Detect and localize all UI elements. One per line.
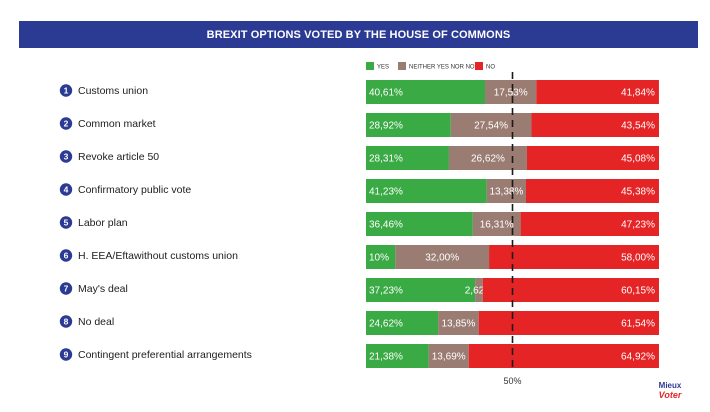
row-number: 4	[64, 185, 69, 195]
chart-title: BREXIT OPTIONS VOTED BY THE HOUSE OF COM…	[19, 21, 698, 48]
data-label: 41,23%	[369, 187, 403, 198]
logo-line2: Voter	[658, 390, 682, 400]
row-number: 3	[64, 152, 69, 162]
data-label: 10%	[369, 253, 389, 264]
data-label: 13,69%	[432, 352, 466, 363]
row-number-badge	[59, 282, 73, 295]
bar-segment	[366, 311, 439, 335]
bar-segment	[486, 179, 527, 203]
row-number-badge	[59, 183, 73, 196]
bar-segment	[450, 113, 532, 137]
bar-segment	[395, 245, 490, 269]
row-labels: 1 Customs union 2 Common market 3 Revoke arti…	[59, 84, 252, 361]
row-number-badge	[59, 348, 73, 361]
category-label: Labor plan	[78, 217, 128, 229]
category-label: May's deal	[78, 283, 128, 295]
bar-segment	[366, 146, 449, 170]
bar-segment	[475, 278, 483, 302]
data-label: 28,31%	[369, 154, 403, 165]
bar-segment	[366, 179, 487, 203]
data-label: 37,23%	[369, 286, 403, 297]
data-label: 2,62%	[465, 286, 493, 297]
legend-entry: NEITHER YES NOR NO	[409, 65, 475, 71]
data-label: 24,62%	[369, 319, 403, 330]
row-number-badge	[59, 216, 73, 229]
data-label: 60,15%	[621, 286, 655, 297]
mieux-voter-logo: Mieux Voter	[650, 381, 690, 400]
row-number: 7	[64, 284, 69, 294]
bar-segment	[478, 311, 660, 335]
data-label: 26,62%	[471, 154, 505, 165]
bar-segment	[526, 146, 660, 170]
data-label: 41,84%	[621, 88, 655, 99]
bar-segment	[366, 113, 451, 137]
data-label: 36,46%	[369, 220, 403, 231]
category-label: H. EEA/Eftawithout customs union	[78, 250, 238, 262]
row-number: 5	[64, 218, 69, 228]
bar-segment	[526, 179, 659, 203]
row-number-badge	[59, 117, 73, 130]
logo-line1: Mieux	[658, 381, 682, 390]
row-number-badge	[59, 315, 73, 328]
category-label: Revoke article 50	[78, 151, 159, 163]
bar-segment	[484, 80, 537, 104]
bar-segment	[366, 245, 396, 269]
data-label: 45,38%	[621, 187, 655, 198]
bars: 40,61% 17,53% 41,84% 28,92% 27,54% 43,54% 28,3…	[366, 80, 660, 368]
legend: YES NEITHER YES NOR NO NO	[366, 62, 495, 71]
row-number: 1	[64, 86, 69, 96]
legend-entry: YES	[377, 65, 389, 71]
bar-segment	[536, 80, 659, 104]
data-label: 21,38%	[369, 352, 403, 363]
bar-segment	[489, 245, 659, 269]
data-label: 45,08%	[621, 154, 655, 165]
data-label: 13,38%	[489, 187, 523, 198]
row-number: 8	[64, 317, 69, 327]
legend-swatch	[366, 62, 374, 70]
data-label: 64,92%	[621, 352, 655, 363]
reference-line-label: 50%	[503, 376, 521, 386]
bar-segment	[448, 146, 527, 170]
legend-entry: NO	[486, 65, 495, 71]
data-label: 28,92%	[369, 121, 403, 132]
bar-segment	[366, 80, 485, 104]
category-label: Common market	[78, 118, 156, 130]
row-number: 2	[64, 119, 69, 129]
data-label: 16,31%	[480, 220, 514, 231]
legend-swatch	[475, 62, 483, 70]
reference-line: 50%	[503, 72, 522, 386]
data-label: 61,54%	[621, 319, 655, 330]
row-number-badge	[59, 249, 73, 262]
legend-swatch	[398, 62, 406, 70]
data-label: 27,54%	[474, 121, 508, 132]
category-label: Contingent preferential arrangements	[78, 349, 252, 361]
row-number: 9	[64, 350, 69, 360]
bar-segment	[366, 278, 476, 302]
data-label: 32,00%	[425, 253, 459, 264]
category-label: Confirmatory public vote	[78, 184, 191, 196]
category-label: Customs union	[78, 85, 148, 97]
bar-segment	[366, 212, 473, 236]
bar-segment	[438, 311, 479, 335]
bar-segment	[468, 344, 659, 368]
bar-segment	[531, 113, 659, 137]
row-number: 6	[64, 251, 69, 261]
data-label: 40,61%	[369, 88, 403, 99]
data-label: 43,54%	[621, 121, 655, 132]
data-label: 58,00%	[621, 253, 655, 264]
data-label: 47,23%	[621, 220, 655, 231]
bar-segment	[366, 344, 429, 368]
data-label: 17,53%	[494, 88, 528, 99]
bar-segment	[428, 344, 469, 368]
row-number-badge	[59, 150, 73, 163]
bar-segment	[520, 212, 659, 236]
category-label: No deal	[78, 316, 114, 328]
row-number-badge	[59, 84, 73, 97]
data-label: 13,85%	[441, 319, 475, 330]
